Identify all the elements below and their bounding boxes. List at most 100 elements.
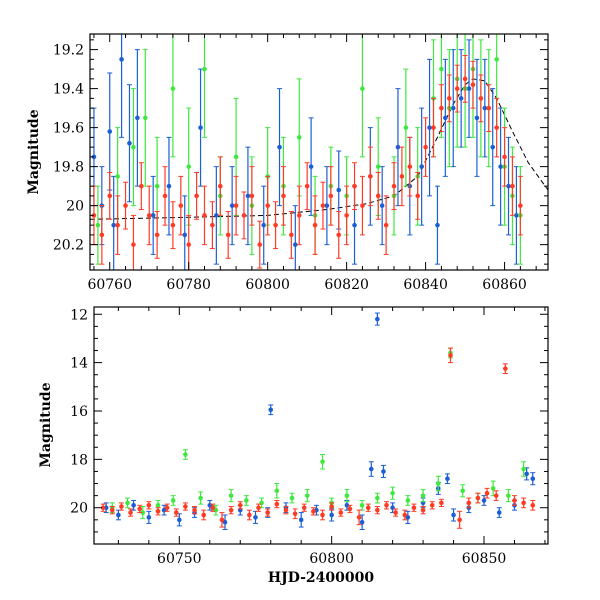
- data-point-red: [194, 193, 199, 199]
- data-point-red: [530, 503, 536, 508]
- y-tick-label: 19.2: [53, 43, 84, 59]
- data-point-red: [420, 507, 426, 513]
- data-point-red: [292, 511, 298, 517]
- data-point-red: [375, 193, 381, 199]
- data-point-red: [407, 164, 413, 169]
- data-point-red: [219, 517, 225, 523]
- data-point-blue: [277, 144, 282, 150]
- data-point-red: [393, 510, 398, 515]
- data-point-red: [311, 509, 316, 514]
- data-point-red: [328, 193, 334, 199]
- x-tick-label: 60850: [462, 551, 507, 567]
- data-point-red: [155, 509, 161, 514]
- data-point-red: [383, 222, 389, 228]
- data-point-red: [301, 505, 307, 511]
- y-tick-label: 19.6: [53, 121, 84, 137]
- data-point-red: [503, 366, 508, 371]
- data-point-red: [338, 510, 344, 515]
- data-point-red: [164, 505, 170, 511]
- y-tick-label: 20: [70, 501, 88, 517]
- data-point-red: [281, 193, 286, 199]
- data-point-blue: [293, 242, 298, 247]
- data-point-red: [283, 507, 289, 513]
- data-point-green: [115, 174, 120, 179]
- data-point-green: [95, 222, 101, 228]
- data-point-red: [470, 82, 476, 88]
- data-point-blue: [419, 164, 424, 169]
- data-point-blue: [482, 105, 488, 111]
- data-point-blue: [198, 125, 203, 130]
- data-point-red: [137, 506, 143, 512]
- data-point-red: [237, 503, 243, 508]
- data-point-green: [131, 144, 136, 150]
- y-tick-label: 20.2: [53, 238, 84, 254]
- data-point-red: [170, 222, 176, 228]
- data-point-red: [439, 500, 444, 506]
- data-point-blue: [524, 471, 529, 477]
- data-point-red: [249, 193, 255, 199]
- data-point-green: [296, 135, 302, 140]
- data-point-red: [486, 105, 492, 111]
- bottom-panel-ticks: 60750 60800 60850 12 14 16 18 20: [70, 307, 548, 567]
- data-point-red: [368, 174, 373, 179]
- data-point-blue: [445, 476, 450, 482]
- data-point-green: [490, 486, 496, 491]
- data-point-red: [139, 183, 144, 189]
- data-point-blue: [116, 512, 121, 518]
- data-point-red: [391, 183, 397, 189]
- data-point-red: [217, 183, 223, 189]
- data-point-red: [518, 203, 523, 208]
- data-point-red: [429, 503, 435, 508]
- data-point-red: [192, 507, 197, 513]
- data-point-red: [304, 183, 310, 189]
- data-point-red: [352, 183, 357, 189]
- data-point-green: [375, 164, 381, 169]
- data-point-green: [405, 498, 411, 503]
- data-point-green: [460, 488, 465, 494]
- data-point-red: [344, 213, 349, 218]
- data-point-red: [210, 505, 216, 511]
- data-point-green: [436, 481, 441, 486]
- y-tick-label: 12: [70, 307, 88, 323]
- data-point-green: [359, 503, 365, 508]
- x-tick-label: 60800: [245, 277, 290, 293]
- data-point-blue: [107, 129, 113, 134]
- data-point-red: [466, 500, 472, 506]
- data-point-red: [273, 222, 278, 228]
- data-point-red: [265, 203, 270, 208]
- data-point-red: [99, 232, 105, 238]
- data-point-green: [140, 510, 146, 515]
- data-point-blue: [253, 515, 258, 520]
- data-point-blue: [146, 515, 152, 520]
- data-point-blue: [450, 105, 456, 111]
- y-tick-label: 20: [66, 199, 84, 215]
- data-point-red: [154, 232, 160, 238]
- data-point-red: [512, 498, 517, 503]
- data-point-green: [170, 86, 176, 91]
- data-point-green: [344, 493, 350, 498]
- data-point-blue: [182, 232, 188, 238]
- bottom-panel-data: [100, 312, 536, 530]
- data-point-green: [320, 459, 325, 465]
- data-point-red: [446, 96, 452, 101]
- data-point-red: [257, 242, 263, 247]
- data-point-red: [320, 512, 325, 518]
- data-point-green: [375, 495, 380, 501]
- data-point-red: [402, 512, 408, 518]
- data-point-blue: [298, 517, 304, 523]
- data-point-red: [356, 515, 362, 520]
- data-point-red: [493, 493, 499, 498]
- data-point-blue: [229, 203, 235, 208]
- data-point-blue: [135, 115, 140, 121]
- data-point-blue: [214, 213, 219, 218]
- data-point-red: [365, 505, 371, 511]
- data-point-red: [183, 504, 188, 509]
- data-point-green: [183, 452, 188, 457]
- data-point-blue: [395, 144, 401, 150]
- data-point-green: [439, 66, 444, 72]
- bottom-panel: 60750 60800 60850 12 14 16 18 20 Magnitude HJD-…: [38, 306, 549, 586]
- data-point-blue: [498, 164, 503, 169]
- data-point-blue: [352, 222, 357, 228]
- data-point-red: [484, 490, 490, 496]
